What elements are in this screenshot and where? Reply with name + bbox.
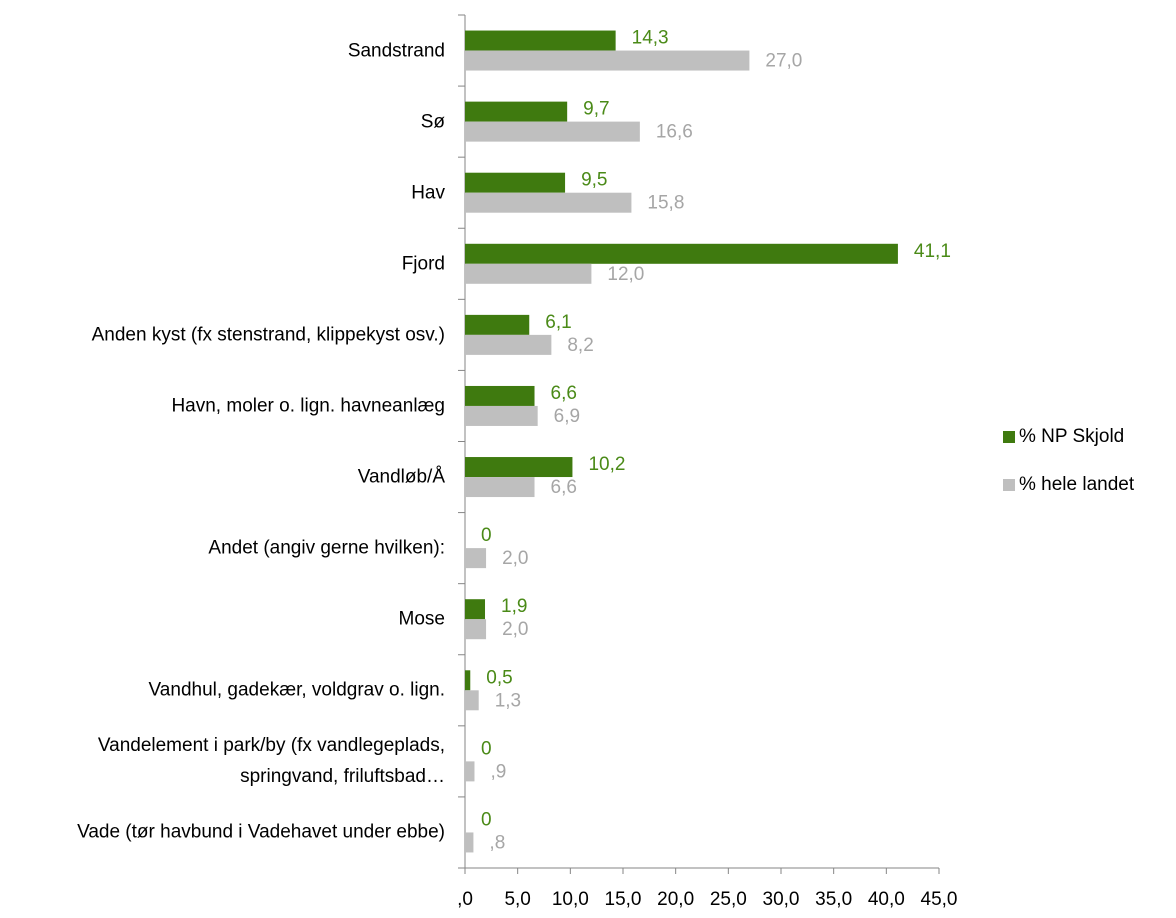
x-tick-label: 40,0 bbox=[868, 889, 905, 910]
bar bbox=[465, 457, 573, 478]
value-label: 0,5 bbox=[486, 667, 512, 688]
value-label: 27,0 bbox=[765, 51, 802, 72]
bar bbox=[465, 50, 750, 71]
bar bbox=[465, 832, 474, 853]
value-label: ,9 bbox=[490, 761, 506, 782]
value-label: ,8 bbox=[489, 832, 505, 853]
value-label: 9,7 bbox=[583, 99, 609, 120]
value-label: 8,2 bbox=[567, 335, 593, 356]
legend-swatch bbox=[1003, 431, 1015, 443]
category-label: Vandhul, gadekær, voldgrav o. lign. bbox=[148, 679, 445, 701]
bar bbox=[465, 548, 487, 569]
x-tick-label: 45,0 bbox=[921, 889, 958, 910]
category-label: Fjord bbox=[401, 253, 445, 275]
bar bbox=[465, 690, 479, 711]
legend-label: % hele landet bbox=[1019, 474, 1135, 495]
value-label: 10,2 bbox=[588, 454, 625, 475]
value-label: 14,3 bbox=[632, 28, 669, 49]
x-tick-label: 20,0 bbox=[657, 889, 694, 910]
value-label: 2,0 bbox=[502, 619, 528, 640]
value-label: 16,6 bbox=[656, 122, 693, 143]
legend-swatch bbox=[1003, 479, 1015, 491]
x-tick-label: 25,0 bbox=[710, 889, 747, 910]
x-tick-label: 10,0 bbox=[552, 889, 589, 910]
legend-label: % NP Skjold bbox=[1019, 426, 1124, 447]
value-label: 0 bbox=[481, 738, 492, 759]
x-tick-label: 15,0 bbox=[605, 889, 642, 910]
category-label: Mose bbox=[398, 608, 445, 630]
value-label: 6,6 bbox=[551, 383, 577, 404]
value-label: 0 bbox=[481, 525, 492, 546]
bar bbox=[465, 761, 475, 782]
bar bbox=[465, 385, 535, 406]
category-label: Hav bbox=[411, 182, 445, 204]
value-label: 6,1 bbox=[545, 312, 571, 333]
value-label: 6,9 bbox=[554, 406, 580, 427]
value-label: 2,0 bbox=[502, 548, 528, 569]
value-label: 41,1 bbox=[914, 241, 951, 262]
category-label: Vandløb/Å bbox=[357, 466, 445, 488]
bar bbox=[465, 101, 568, 122]
bar bbox=[465, 619, 487, 640]
bar bbox=[465, 670, 471, 691]
x-tick-label: 5,0 bbox=[504, 889, 530, 910]
category-label: Sandstrand bbox=[347, 40, 445, 62]
bar bbox=[465, 334, 552, 355]
value-label: 12,0 bbox=[607, 264, 644, 285]
value-label: 1,3 bbox=[495, 690, 521, 711]
bar bbox=[465, 263, 592, 284]
category-label: Havn, moler o. lign. havneanlæg bbox=[171, 395, 445, 417]
value-label: 9,5 bbox=[581, 170, 607, 191]
bar bbox=[465, 599, 486, 620]
category-label: Sø bbox=[420, 111, 445, 133]
bar bbox=[465, 30, 616, 51]
x-tick-label: 35,0 bbox=[815, 889, 852, 910]
x-tick-label: ,0 bbox=[457, 889, 473, 910]
bar bbox=[465, 172, 566, 193]
bar bbox=[465, 314, 530, 335]
value-label: 0 bbox=[481, 809, 492, 830]
category-label: Anden kyst (fx stenstrand, klippekyst os… bbox=[91, 324, 445, 346]
value-label: 15,8 bbox=[647, 193, 684, 214]
value-label: 1,9 bbox=[501, 596, 527, 617]
category-label: Vade (tør havbund i Vadehavet under ebbe… bbox=[77, 821, 445, 843]
bar bbox=[465, 121, 640, 142]
bar bbox=[465, 243, 898, 264]
category-label: Andet (angiv gerne hvilken): bbox=[208, 537, 445, 559]
bar bbox=[465, 405, 538, 426]
bar bbox=[465, 477, 535, 498]
x-tick-label: 30,0 bbox=[763, 889, 800, 910]
bar bbox=[465, 192, 632, 213]
value-label: 6,6 bbox=[551, 477, 577, 498]
category-label: Vandelement i park/by (fx vandlegeplads,… bbox=[97, 735, 445, 788]
